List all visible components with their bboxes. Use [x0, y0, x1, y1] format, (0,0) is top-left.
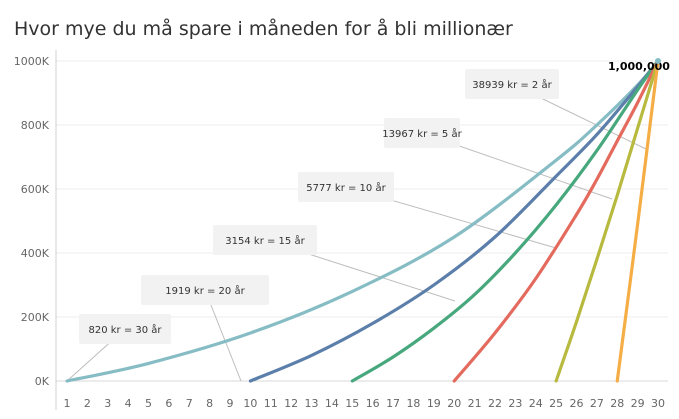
x-tick-label: 6 — [165, 397, 172, 410]
x-tick-label: 30 — [651, 397, 665, 410]
annotation-box — [79, 314, 171, 344]
y-tick-label: 1000K — [14, 55, 50, 68]
annotation-label: 820 kr = 30 år — [88, 323, 162, 336]
x-tick-label: 28 — [610, 397, 624, 410]
x-tick-label: 3 — [104, 397, 111, 410]
annotation-label: 3154 kr = 15 år — [225, 234, 305, 247]
peak-label-group: 1,000,000 — [608, 58, 670, 73]
x-tick-label: 1 — [64, 397, 71, 410]
series-line — [65, 59, 660, 383]
x-tick-label: 8 — [206, 397, 213, 410]
annotation-box — [141, 275, 269, 305]
x-tick-label: 11 — [264, 397, 278, 410]
annotation-box — [384, 118, 460, 148]
x-tick-label: 2 — [84, 397, 91, 410]
x-tick-label: 7 — [186, 397, 193, 410]
x-tick-label: 9 — [227, 397, 234, 410]
annotation-label: 1919 kr = 20 år — [165, 284, 245, 297]
annotation-leader — [204, 289, 242, 382]
y-tick-label: 400K — [21, 247, 50, 260]
x-tick-label: 10 — [243, 397, 257, 410]
x-tick-label: 12 — [284, 397, 298, 410]
end-point-marker — [655, 58, 661, 64]
x-tick-label: 16 — [366, 397, 380, 410]
annotations: 820 kr = 30 år 1919 kr = 20 år 3154 kr = 1… — [79, 69, 559, 344]
x-tick-label: 5 — [145, 397, 152, 410]
annotation-box — [213, 225, 317, 255]
x-tick-label: 23 — [508, 397, 522, 410]
x-tick-label: 21 — [468, 397, 482, 410]
series-line — [248, 59, 660, 383]
x-tick-label: 29 — [631, 397, 645, 410]
series-line — [350, 59, 660, 383]
x-tick-label: 20 — [447, 397, 461, 410]
x-tick-label: 25 — [549, 397, 563, 410]
annotation-box — [298, 172, 394, 202]
chart-title: Hvor mye du må spare i måneden for å bli… — [14, 18, 513, 40]
y-tick-label: 800K — [21, 119, 50, 132]
series-lines — [65, 59, 660, 383]
y-tick-label: 200K — [21, 311, 50, 324]
series-line — [615, 59, 660, 383]
x-tick-label: 22 — [488, 397, 502, 410]
x-tick-label: 4 — [125, 397, 132, 410]
series-line — [554, 59, 660, 383]
peak-label: 1,000,000 — [608, 60, 670, 73]
annotation-box — [465, 69, 559, 99]
annotation-label: 5777 kr = 10 år — [306, 181, 386, 194]
y-tick-label: 0K — [35, 375, 50, 388]
y-axis: 0K 200K 400K 600K 800K 1000K — [14, 50, 57, 410]
annotation-label: 38939 kr = 2 år — [472, 78, 552, 91]
x-tick-label: 18 — [406, 397, 420, 410]
y-tick-label: 600K — [21, 183, 50, 196]
annotation-label: 13967 kr = 5 år — [382, 127, 462, 140]
x-tick-label: 14 — [325, 397, 339, 410]
x-axis: 1 2 3 4 5 6 7 8 9 10 11 12 13 14 15 16 17 18 19 20 21 22 23 24 2… — [64, 397, 666, 410]
x-tick-label: 27 — [590, 397, 604, 410]
x-tick-label: 24 — [529, 397, 543, 410]
x-tick-label: 15 — [345, 397, 359, 410]
x-tick-label: 17 — [386, 397, 400, 410]
x-tick-label: 19 — [427, 397, 441, 410]
series-line — [452, 59, 660, 383]
x-tick-label: 26 — [569, 397, 583, 410]
x-tick-label: 13 — [305, 397, 319, 410]
